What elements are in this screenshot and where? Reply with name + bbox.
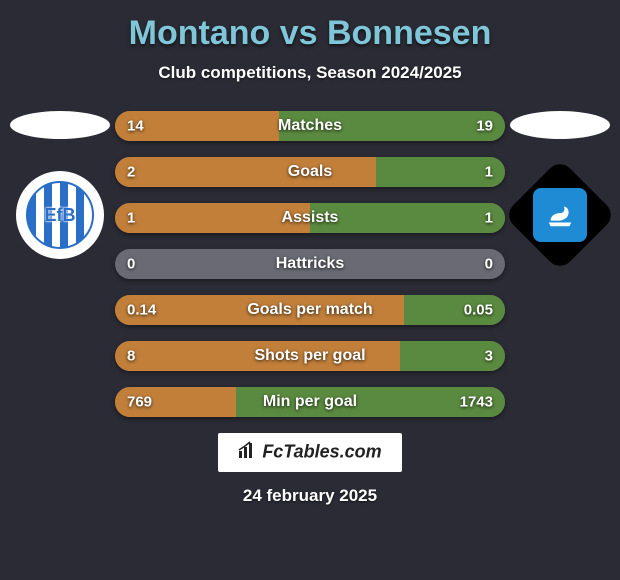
stat-row: 83Shots per goal <box>115 341 505 371</box>
club-badge-left: EfB <box>16 171 104 259</box>
stat-row: 00Hattricks <box>115 249 505 279</box>
player-left-ellipse <box>10 111 110 139</box>
subtitle: Club competitions, Season 2024/2025 <box>0 63 620 83</box>
stat-row: 7691743Min per goal <box>115 387 505 417</box>
stats-bars: 1419Matches 21Goals 11Assists 00Hattricks 0.… <box>115 111 505 417</box>
club-badge-right-inner <box>533 188 587 242</box>
club-badge-left-text: EfB <box>45 205 76 226</box>
brand-chart-icon <box>238 441 256 464</box>
comparison-panel: EfB 1419Matches 21Goals 11Assists 00Hattric… <box>0 111 620 417</box>
stat-label: Assists <box>115 209 505 227</box>
club-badge-left-inner: EfB <box>26 181 94 249</box>
stat-label: Matches <box>115 117 505 135</box>
footer: FcTables.com 24 february 2025 <box>0 433 620 506</box>
stat-row: 1419Matches <box>115 111 505 141</box>
player-right-ellipse <box>510 111 610 139</box>
stat-row: 11Assists <box>115 203 505 233</box>
brand-text: FcTables.com <box>262 441 381 461</box>
club-badge-right <box>503 158 616 271</box>
swan-icon <box>545 200 575 230</box>
stat-row: 21Goals <box>115 157 505 187</box>
stat-label: Min per goal <box>115 393 505 411</box>
stat-row: 0.140.05Goals per match <box>115 295 505 325</box>
stat-label: Shots per goal <box>115 347 505 365</box>
stat-label: Hattricks <box>115 255 505 273</box>
brand-box[interactable]: FcTables.com <box>218 433 401 472</box>
date-text: 24 february 2025 <box>0 486 620 506</box>
stat-label: Goals per match <box>115 301 505 319</box>
page-title: Montano vs Bonnesen <box>0 0 620 53</box>
stat-label: Goals <box>115 163 505 181</box>
